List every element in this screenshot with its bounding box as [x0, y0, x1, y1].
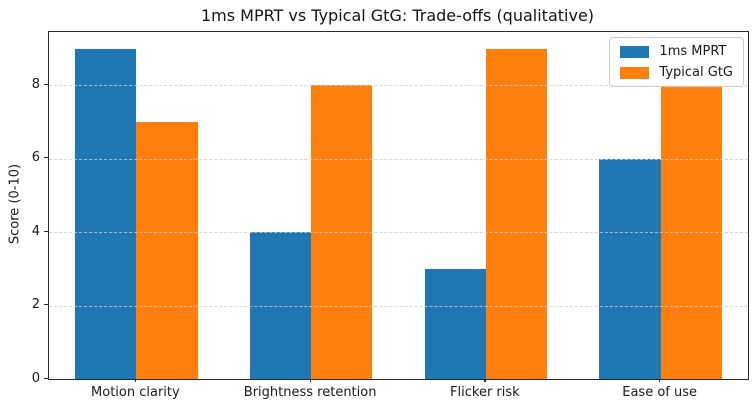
bar-1ms-mprt-flicker-risk	[424, 268, 486, 379]
y-tick-label-6: 6	[31, 150, 40, 166]
x-tick-mark-ease-of-use	[659, 378, 661, 382]
legend-label-typical-gtg: Typical GtG	[659, 65, 733, 80]
x-tick-label-motion-clarity: Motion clarity	[91, 385, 180, 400]
plot-area: 1ms MPRT Typical GtG	[48, 31, 749, 380]
chart-title: 1ms MPRT vs Typical GtG: Trade-offs (qua…	[200, 6, 595, 25]
y-tick-label-0: 0	[31, 370, 40, 386]
x-tick-mark-brightness-retention	[309, 378, 311, 382]
x-tick-label-brightness-retention: Brightness retention	[243, 385, 377, 400]
y-tick-label-8: 8	[31, 76, 40, 92]
gridline-y-6	[49, 158, 748, 160]
x-tick-label-ease-of-use: Ease of use	[622, 385, 698, 400]
y-tick-mark-2	[44, 304, 48, 306]
bar-typical-gtg-motion-clarity	[136, 121, 198, 379]
legend-swatch-1ms-mprt	[620, 45, 650, 58]
x-tick-mark-flicker-risk	[484, 378, 486, 382]
gridline-y-8	[49, 85, 748, 87]
legend-swatch-typical-gtg	[620, 66, 650, 79]
legend-item-typical-gtg: Typical GtG	[620, 65, 733, 80]
legend: 1ms MPRT Typical GtG	[609, 37, 744, 87]
x-tick-label-flicker-risk: Flicker risk	[450, 385, 520, 400]
y-tick-mark-6	[44, 157, 48, 159]
y-tick-mark-4	[44, 230, 48, 232]
x-tick-mark-motion-clarity	[134, 378, 137, 382]
gridline-y-2	[49, 305, 748, 307]
legend-item-1ms-mprt: 1ms MPRT	[620, 44, 733, 59]
bar-1ms-mprt-motion-clarity	[75, 48, 137, 379]
bar-typical-gtg-flicker-risk	[485, 48, 548, 379]
bar-1ms-mprt-ease-of-use	[599, 158, 661, 379]
y-tick-label-4: 4	[31, 223, 40, 239]
y-tick-mark-8	[44, 83, 48, 86]
y-tick-label-2: 2	[31, 297, 40, 313]
gridline-y-4	[49, 232, 748, 234]
legend-label-1ms-mprt: 1ms MPRT	[659, 44, 727, 59]
y-tick-mark-0	[44, 377, 48, 379]
